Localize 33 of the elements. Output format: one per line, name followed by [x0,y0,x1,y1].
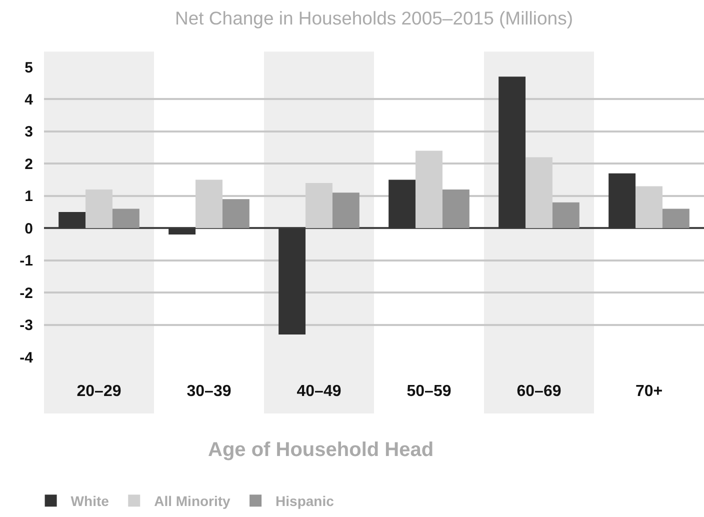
bar [662,208,690,228]
y-tick-label: 3 [24,124,33,141]
x-tick-label: 30–39 [186,383,232,400]
y-tick-label: -4 [20,349,34,366]
y-tick-label: -2 [20,284,33,302]
y-tick-label: 0 [24,220,33,238]
y-tick-label: 5 [24,59,33,76]
y-tick-label: 1 [24,188,33,206]
x-tick-label: 70+ [635,383,663,400]
chart-title: Net Change in Households 2005–2015 (Millions) [175,7,573,28]
bar [168,228,196,235]
x-tick-label: 50–59 [406,383,452,400]
legend-label: Hispanic [276,493,334,510]
legend-label: White [70,493,110,510]
bar [388,180,416,228]
y-tick-label: 2 [24,156,33,173]
x-tick-label: 60–69 [516,383,562,400]
bar [498,76,526,228]
y-tick-label: -1 [20,252,33,270]
x-axis-title: Age of Household Head [208,439,434,461]
bar [442,189,470,228]
x-tick-label: 20–29 [76,383,122,400]
bar [58,212,86,228]
x-tick-label: 40–49 [296,383,342,400]
bar [608,173,636,228]
bar [112,208,140,228]
bar [552,202,580,228]
legend-label: All Minority [154,493,231,510]
bar [332,192,360,228]
bar [222,199,250,228]
y-tick-label: 4 [24,91,34,108]
y-tick-label: -3 [20,317,33,334]
bar [278,228,306,334]
